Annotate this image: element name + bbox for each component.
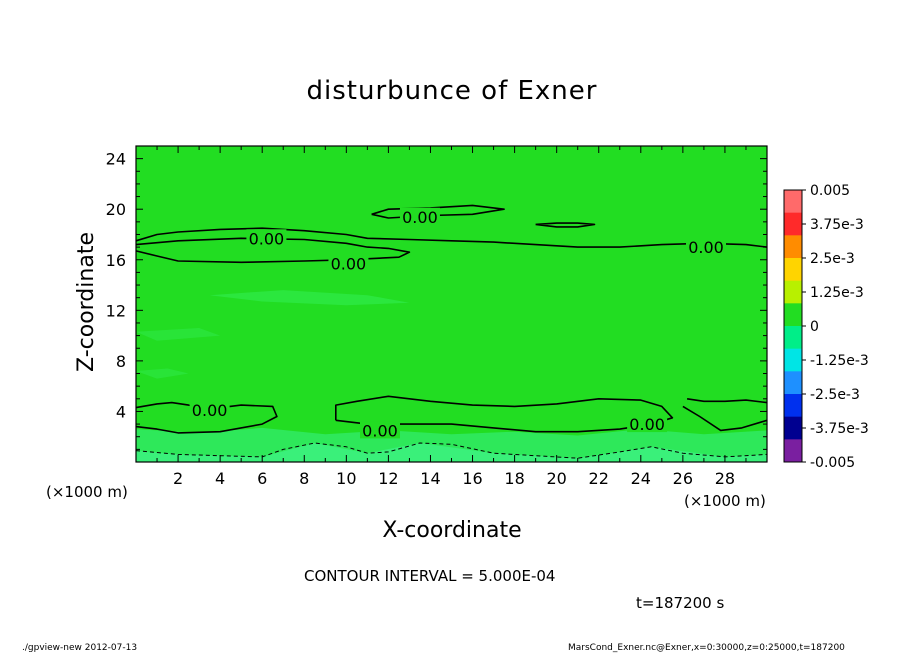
x-tick-label: 24 [631, 469, 651, 488]
colorbar-label: -2.5e-3 [810, 387, 860, 403]
contour-label-bg [686, 238, 727, 256]
colorbar-swatch [784, 235, 802, 259]
contour-label: 0.00 [402, 208, 438, 227]
contour-label-bg [246, 229, 287, 247]
chart-title: disturbunce of Exner [306, 76, 598, 106]
colorbar-swatch [784, 348, 802, 372]
colorbar-swatch [784, 303, 802, 327]
x-axis: 2 4 6 8 10 12 14 16 18 20 22 24 26 28 [156, 146, 747, 488]
colorbar: 0.005 3.75e-3 2.5e-3 1.25e-3 0 -1.25e-3 -2.5e-… [783, 183, 869, 471]
x-tick-label: 22 [589, 469, 609, 488]
x-tick-label: 18 [504, 469, 524, 488]
x-tick-label: 12 [378, 469, 398, 488]
contour-label: 0.00 [629, 415, 665, 434]
contour-labels: 0.00 0.00 0.00 0.00 0.00 0.00 0.00 [189, 207, 727, 440]
colorbar-swatch [784, 439, 802, 463]
x-tick-label: 10 [336, 469, 356, 488]
colorbar-label: 3.75e-3 [810, 217, 864, 233]
x-tick-label: 14 [420, 469, 440, 488]
contour-line [535, 222, 596, 228]
y-axis-label: Z-coordinate [74, 232, 99, 372]
contour-line [135, 227, 768, 248]
x-tick-label: 4 [215, 469, 225, 488]
contour-label-bg [189, 401, 230, 419]
x-unit-left: (×1000 m) [46, 483, 128, 501]
contour-label-bg [627, 415, 668, 433]
y-tick-label: 4 [116, 402, 126, 421]
contour-label: 0.00 [192, 401, 228, 420]
y-tick-label: 12 [106, 301, 126, 320]
x-unit-right: (×1000 m) [684, 492, 766, 510]
colorbar-swatch [784, 416, 802, 440]
faint-region [209, 290, 410, 306]
colorbar-label: -1.25e-3 [810, 353, 869, 369]
contour-label-bg [399, 207, 440, 225]
field-background [136, 146, 767, 462]
footer-source: MarsCond_Exner.nc@Exner,x=0:30000,z=0:25… [568, 643, 845, 653]
contour-line [686, 398, 768, 404]
colorbar-label: -3.75e-3 [810, 421, 869, 437]
x-tick-label: 8 [299, 469, 309, 488]
plot-area: 0.00 0.00 0.00 0.00 0.00 0.00 0.00 [135, 145, 768, 463]
x-tick-label: 2 [173, 469, 183, 488]
colorbar-label: 0.005 [810, 183, 850, 199]
contour-label: 0.00 [688, 238, 724, 257]
negative-band-deep [136, 443, 767, 462]
faint-region [136, 328, 221, 341]
colorbar-swatch [784, 326, 802, 350]
contour-line [335, 395, 674, 433]
x-axis-label: X-coordinate [382, 518, 521, 543]
colorbar-label: 0 [810, 319, 819, 335]
contour-label-bg [359, 421, 400, 439]
colorbar-swatch [784, 371, 802, 395]
colorbar-swatch [784, 394, 802, 418]
colorbar-swatch [784, 212, 802, 236]
faint-region [136, 368, 189, 379]
y-tick-label: 20 [106, 200, 126, 219]
contour-label-bg [328, 254, 369, 272]
time-label: t=187200 s [636, 594, 725, 612]
y-tick-label: 8 [116, 352, 126, 371]
x-tick-label: 20 [546, 469, 566, 488]
colorbar-label: -0.005 [810, 455, 855, 471]
x-tick-label: 16 [462, 469, 482, 488]
contour-line [682, 405, 768, 432]
contour-label: 0.00 [331, 255, 367, 274]
contour-line [135, 401, 278, 434]
x-tick-label: 28 [715, 469, 735, 488]
colorbar-label: 1.25e-3 [810, 285, 864, 301]
y-axis: 4 8 12 16 20 24 [106, 150, 767, 450]
y-tick-label: 24 [106, 150, 126, 169]
footer-program-date: ./gpview-new 2012-07-13 [22, 643, 138, 653]
colorbar-label: 2.5e-3 [810, 251, 855, 267]
contour-label: 0.00 [362, 421, 398, 440]
colorbar-swatch [784, 280, 802, 304]
x-tick-label: 6 [257, 469, 267, 488]
contour-interval-note: CONTOUR INTERVAL = 5.000E-04 [304, 567, 556, 585]
contour-label: 0.00 [249, 229, 285, 248]
colorbar-swatch [784, 258, 802, 282]
colorbar-swatch [784, 190, 802, 214]
y-tick-label: 16 [106, 251, 126, 270]
x-tick-label: 26 [673, 469, 693, 488]
